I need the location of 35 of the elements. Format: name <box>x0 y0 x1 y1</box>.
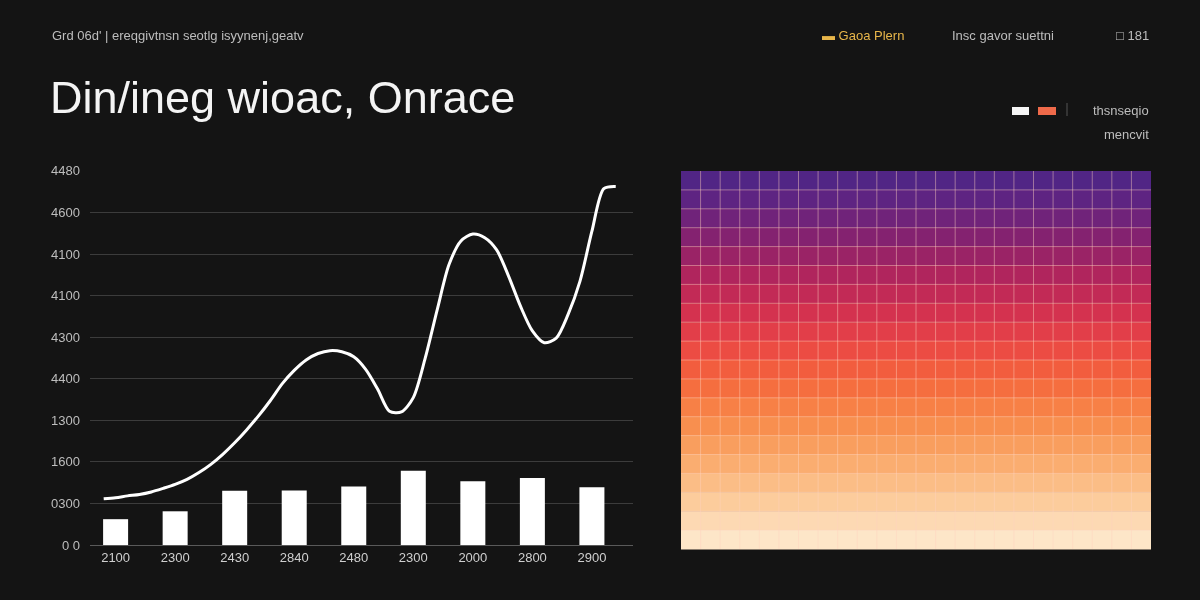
text: 4600 <box>51 205 80 220</box>
text: 1600 <box>51 454 80 469</box>
x-tick-label: 2100 <box>101 549 131 565</box>
bar <box>400 470 426 545</box>
x-tick-label: 2900 <box>577 549 607 565</box>
text: 4480 <box>51 163 80 178</box>
bar <box>341 486 367 545</box>
text: thsnseqio <box>1093 103 1149 118</box>
bar <box>103 519 129 545</box>
text: 4100 <box>51 247 80 262</box>
x-tick-label: 2300 <box>398 549 428 565</box>
x-tick-label: 2480 <box>339 549 369 565</box>
text: 4300 <box>51 330 80 345</box>
bar <box>460 481 486 545</box>
x-tick-label: 2000 <box>458 549 488 565</box>
text: ▬ Gaoa Plern <box>822 28 905 43</box>
text: 1300 <box>51 413 80 428</box>
bar <box>519 477 545 545</box>
text: 0 0 <box>62 538 81 553</box>
text: Insc gavor suettni <box>952 28 1054 43</box>
text: mencvit <box>1104 127 1150 142</box>
text: 4100 <box>51 288 80 303</box>
x-tick-label: 2300 <box>160 549 190 565</box>
text: □ 181 <box>1116 28 1150 43</box>
bar <box>222 490 248 545</box>
x-tick-label: 2430 <box>220 549 250 565</box>
x-tick-label: 2840 <box>279 549 309 565</box>
text: 0300 <box>51 496 80 511</box>
bar <box>162 511 188 545</box>
x-tick-label: 2800 <box>517 549 547 565</box>
text: 4400 <box>51 371 80 386</box>
bar <box>281 490 307 545</box>
bar <box>579 487 605 545</box>
chart-title: Din/ineg wioac, Onrace <box>50 71 516 123</box>
text: Grd 06d' | ereqgivtnsn seotlg isyynenj,geatv <box>52 28 305 43</box>
